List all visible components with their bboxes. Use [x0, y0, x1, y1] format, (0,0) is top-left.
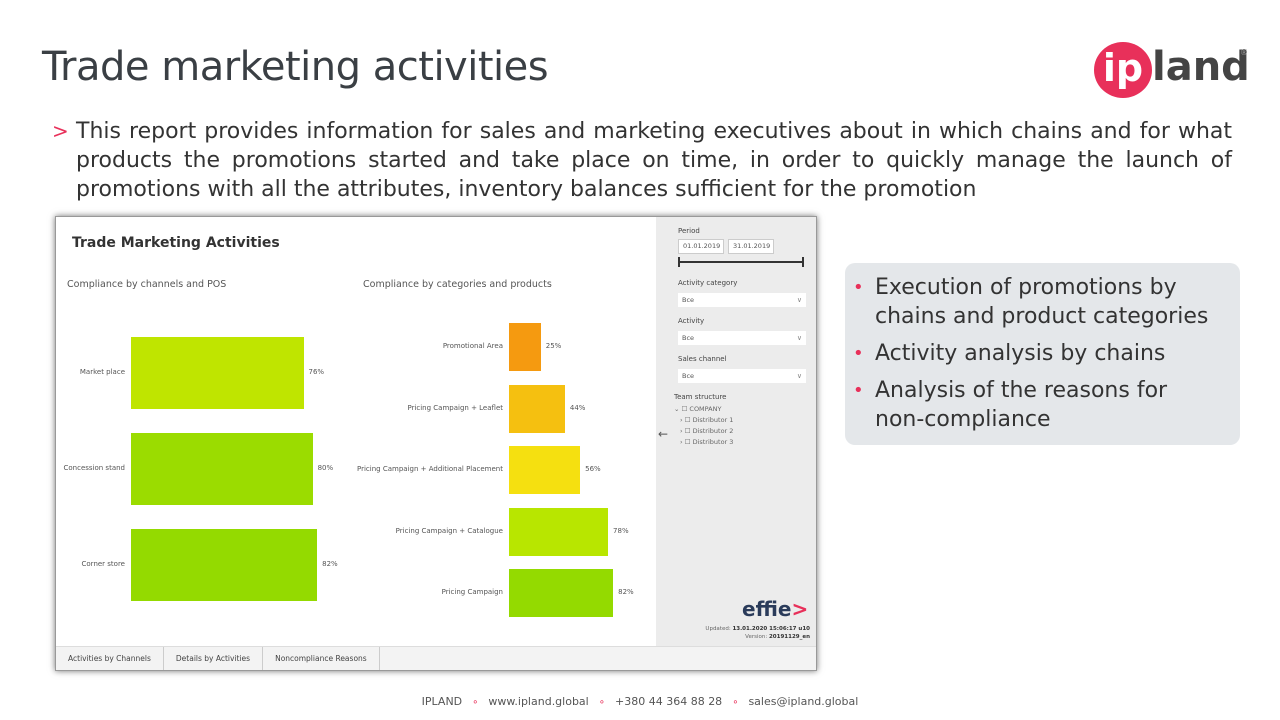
bar-pricing-campaign-leaflet[interactable] [509, 384, 565, 433]
tree-item-distributor-1[interactable]: › ☐ Distributor 1 [680, 416, 734, 424]
period-slider[interactable] [678, 257, 804, 267]
sales-channel-value: Все [682, 372, 695, 380]
tree-item-company[interactable]: ⌄ ☐ COMPANY [674, 405, 722, 413]
bar-pricing-campaign-additional-placement[interactable] [509, 446, 581, 494]
chart-title-categories: Compliance by categories and products [363, 279, 552, 290]
report-tabs: Activities by Channels Details by Activi… [56, 646, 816, 670]
bar-label: Pricing Campaign [441, 588, 503, 596]
bullet-icon: ∘ [732, 697, 739, 708]
bar-corner-store[interactable] [131, 529, 318, 601]
tab-activities-by-channels[interactable]: Activities by Channels [56, 647, 164, 670]
bar-pricing-campaign-catalogue[interactable] [509, 507, 609, 556]
bar-value-label: 56% [585, 465, 601, 473]
bar-promotional-area[interactable] [509, 323, 541, 371]
slide-title: Trade marketing activities [42, 44, 549, 90]
effie-arrow: > [791, 597, 809, 621]
bar-value-label: 82% [322, 560, 338, 568]
date-from-input[interactable]: 01.01.2019 [678, 239, 724, 254]
bar-value-label: 80% [317, 464, 334, 472]
activity-select[interactable]: Все ∨ [678, 331, 806, 345]
intro-paragraph: > This report provides information for s… [52, 117, 1232, 204]
tab-details-by-activities[interactable]: Details by Activities [164, 647, 264, 670]
version-info: Version: 20191129_en [745, 634, 810, 640]
report-screenshot: Trade Marketing Activities Compliance by… [55, 216, 817, 671]
footer-phone: +380 44 364 88 28 [615, 695, 723, 708]
feature-item: Execution of promotions by chains and pr… [853, 273, 1220, 331]
activity-value: Все [682, 334, 695, 342]
ipland-logo: ip land ® [1094, 42, 1250, 100]
bar-label: Concession stand [63, 464, 125, 472]
footer-company: IPLAND [421, 695, 463, 708]
chevron-right-icon: > [52, 119, 69, 143]
bar-label: Market place [79, 368, 125, 376]
filter-pane: ← Period 01.01.2019 31.01.2019 Activity … [656, 217, 816, 647]
bar-label: Promotional Area [442, 342, 503, 350]
footer-website[interactable]: www.ipland.global [488, 695, 589, 708]
arrow-left-icon[interactable]: ← [658, 427, 669, 441]
bar-pricing-campaign[interactable] [509, 569, 614, 617]
footer: IPLAND ∘ www.ipland.global ∘ +380 44 364 88 … [0, 695, 1280, 708]
chart-title-channels: Compliance by channels and POS [67, 279, 227, 290]
updated-info: Updated: 13.01.2020 15:06:17 u10 [705, 626, 810, 632]
bar-label: Corner store [81, 560, 125, 568]
chevron-down-icon: ∨ [796, 296, 802, 304]
features-box: Execution of promotions by chains and pr… [845, 263, 1240, 445]
report-title: Trade Marketing Activities [72, 235, 280, 251]
bar-concession-stand[interactable] [131, 433, 313, 505]
bar-label: Pricing Campaign + Additional Placement [357, 465, 503, 473]
logo-circle: ip [1094, 42, 1152, 98]
effie-name: effie [742, 597, 792, 621]
feature-item: Analysis of the reasons for non-complian… [853, 376, 1220, 434]
effie-logo: effie> [742, 597, 808, 621]
bar-value-label: 78% [613, 526, 629, 535]
activity-category-value: Все [682, 296, 695, 304]
logo-registered-mark: ® [1240, 48, 1248, 57]
tab-noncompliance-reasons[interactable]: Noncompliance Reasons [263, 647, 380, 670]
bullet-icon: ∘ [598, 697, 605, 708]
tree-item-distributor-3[interactable]: › ☐ Distributor 3 [680, 438, 734, 446]
team-structure-label: Team structure [674, 393, 727, 401]
sales-channel-select[interactable]: Все ∨ [678, 369, 806, 383]
chevron-down-icon: ∨ [796, 372, 802, 380]
tree-item-distributor-2[interactable]: › ☐ Distributor 2 [680, 427, 734, 435]
activity-category-select[interactable]: Все ∨ [678, 293, 806, 307]
bar-market-place[interactable] [131, 337, 304, 409]
chevron-down-icon: ∨ [796, 334, 802, 342]
bar-label: Pricing Campaign + Catalogue [395, 526, 503, 535]
period-label: Period [678, 227, 700, 235]
bar-value-label: 76% [308, 368, 325, 376]
date-to-input[interactable]: 31.01.2019 [728, 239, 774, 254]
footer-email[interactable]: sales@ipland.global [748, 695, 859, 708]
intro-text: This report provides information for sal… [76, 119, 1232, 202]
logo-text: land [1152, 44, 1250, 90]
sales-channel-label: Sales channel [678, 355, 727, 363]
bar-value-label: 25% [545, 342, 562, 350]
activity-label: Activity [678, 317, 705, 325]
bar-value-label: 44% [569, 403, 586, 412]
bar-label: Pricing Campaign + Leaflet [407, 403, 503, 412]
bullet-icon: ∘ [472, 697, 479, 708]
activity-category-label: Activity category [678, 279, 738, 287]
bar-value-label: 82% [618, 588, 634, 596]
feature-item: Activity analysis by chains [853, 339, 1220, 368]
